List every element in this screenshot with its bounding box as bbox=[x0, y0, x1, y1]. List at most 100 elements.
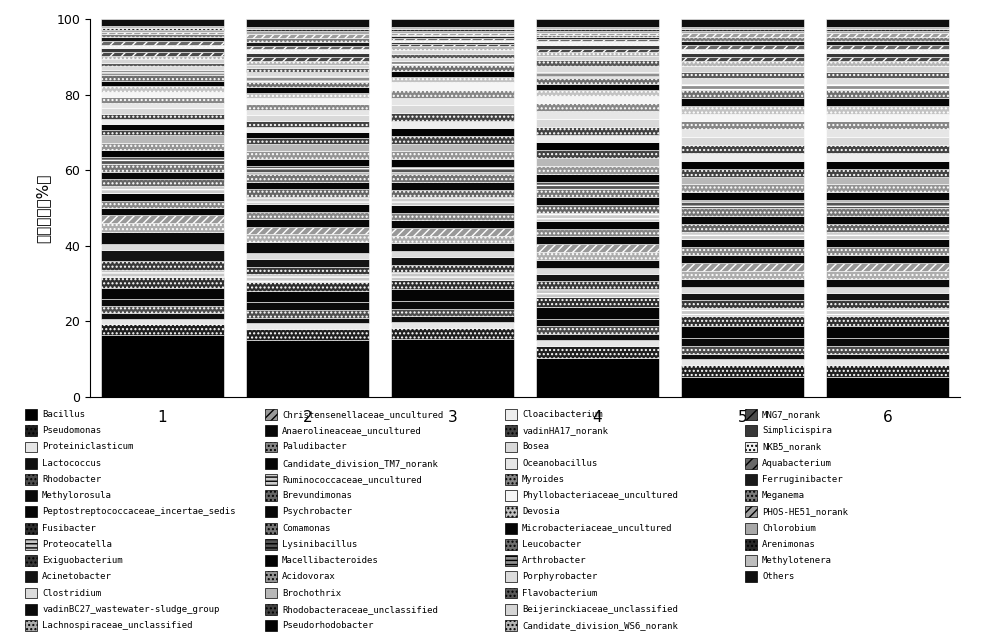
Bar bbox=[505, 620, 517, 631]
Bar bbox=[101, 108, 224, 114]
Bar bbox=[101, 32, 224, 34]
Bar bbox=[246, 317, 369, 323]
Bar bbox=[681, 37, 804, 41]
Bar bbox=[826, 271, 949, 279]
Bar bbox=[101, 97, 224, 102]
Text: Christensenellaceae_uncultured: Christensenellaceae_uncultured bbox=[282, 410, 443, 419]
Bar bbox=[826, 33, 949, 37]
Bar bbox=[391, 175, 514, 182]
Bar bbox=[745, 572, 757, 582]
Bar bbox=[101, 28, 224, 30]
Bar bbox=[265, 426, 277, 436]
Bar bbox=[681, 84, 804, 90]
Bar bbox=[536, 90, 659, 95]
Bar bbox=[826, 45, 949, 49]
Bar bbox=[391, 167, 514, 175]
Bar bbox=[536, 244, 659, 252]
Bar bbox=[826, 41, 949, 45]
Text: Rhodobacteraceae_unclassified: Rhodobacteraceae_unclassified bbox=[282, 605, 438, 614]
Bar bbox=[536, 189, 659, 197]
Bar bbox=[391, 220, 514, 228]
Bar bbox=[536, 78, 659, 84]
Bar bbox=[536, 56, 659, 60]
Bar bbox=[536, 174, 659, 182]
Bar bbox=[246, 182, 369, 189]
Bar bbox=[826, 98, 949, 106]
Text: Others: Others bbox=[762, 572, 794, 581]
Text: Brochothrix: Brochothrix bbox=[282, 589, 341, 598]
Bar bbox=[391, 121, 514, 129]
Bar bbox=[246, 68, 369, 72]
Bar bbox=[681, 316, 804, 326]
Bar bbox=[826, 279, 949, 287]
Bar bbox=[826, 177, 949, 184]
Bar bbox=[826, 216, 949, 224]
Bar bbox=[391, 316, 514, 322]
Bar bbox=[536, 39, 659, 41]
Bar bbox=[536, 19, 659, 27]
Text: Chlorobium: Chlorobium bbox=[762, 524, 816, 532]
Bar bbox=[101, 208, 224, 215]
Bar bbox=[681, 292, 804, 300]
Text: Flavobacterium: Flavobacterium bbox=[522, 589, 597, 598]
Bar bbox=[246, 174, 369, 182]
Bar bbox=[246, 329, 369, 340]
Bar bbox=[391, 228, 514, 236]
Bar bbox=[681, 56, 804, 61]
Bar bbox=[826, 122, 949, 129]
Bar bbox=[25, 426, 37, 436]
Bar bbox=[826, 56, 949, 61]
Bar bbox=[265, 523, 277, 534]
Bar bbox=[536, 29, 659, 31]
Bar bbox=[681, 41, 804, 45]
Bar bbox=[246, 159, 369, 166]
Bar bbox=[101, 45, 224, 48]
Bar bbox=[826, 292, 949, 300]
Bar bbox=[101, 299, 224, 306]
Bar bbox=[101, 150, 224, 157]
Bar bbox=[101, 179, 224, 186]
Bar bbox=[536, 35, 659, 37]
Bar bbox=[246, 291, 369, 303]
Bar bbox=[536, 150, 659, 158]
Bar bbox=[246, 127, 369, 132]
Bar bbox=[681, 287, 804, 292]
Bar bbox=[246, 87, 369, 93]
Bar bbox=[391, 243, 514, 251]
Bar bbox=[101, 19, 224, 26]
Bar bbox=[101, 37, 224, 41]
Bar bbox=[536, 52, 659, 56]
Bar bbox=[246, 42, 369, 45]
Bar bbox=[826, 224, 949, 232]
Bar bbox=[246, 104, 369, 110]
Bar bbox=[101, 250, 224, 260]
Bar bbox=[826, 360, 949, 365]
Bar bbox=[505, 572, 517, 582]
Bar bbox=[826, 67, 949, 72]
Bar bbox=[246, 27, 369, 29]
Bar bbox=[246, 144, 369, 151]
Bar bbox=[681, 72, 804, 78]
Bar bbox=[391, 90, 514, 98]
Bar bbox=[101, 244, 224, 250]
Bar bbox=[246, 282, 369, 291]
Bar bbox=[101, 136, 224, 143]
Text: Microbacteriaceae_uncultured: Microbacteriaceae_uncultured bbox=[522, 524, 673, 532]
Bar bbox=[391, 29, 514, 31]
Bar bbox=[246, 323, 369, 329]
Bar bbox=[391, 54, 514, 58]
Bar bbox=[681, 326, 804, 338]
Bar bbox=[391, 44, 514, 46]
Bar bbox=[681, 239, 804, 247]
Bar bbox=[681, 232, 804, 239]
Bar bbox=[101, 56, 224, 59]
Bar bbox=[536, 45, 659, 49]
Bar bbox=[246, 115, 369, 121]
Bar bbox=[826, 27, 949, 29]
Bar bbox=[101, 232, 224, 244]
Bar bbox=[536, 158, 659, 166]
Bar bbox=[246, 31, 369, 35]
Bar bbox=[536, 221, 659, 228]
Text: Methylotenera: Methylotenera bbox=[762, 556, 832, 565]
Bar bbox=[536, 282, 659, 289]
